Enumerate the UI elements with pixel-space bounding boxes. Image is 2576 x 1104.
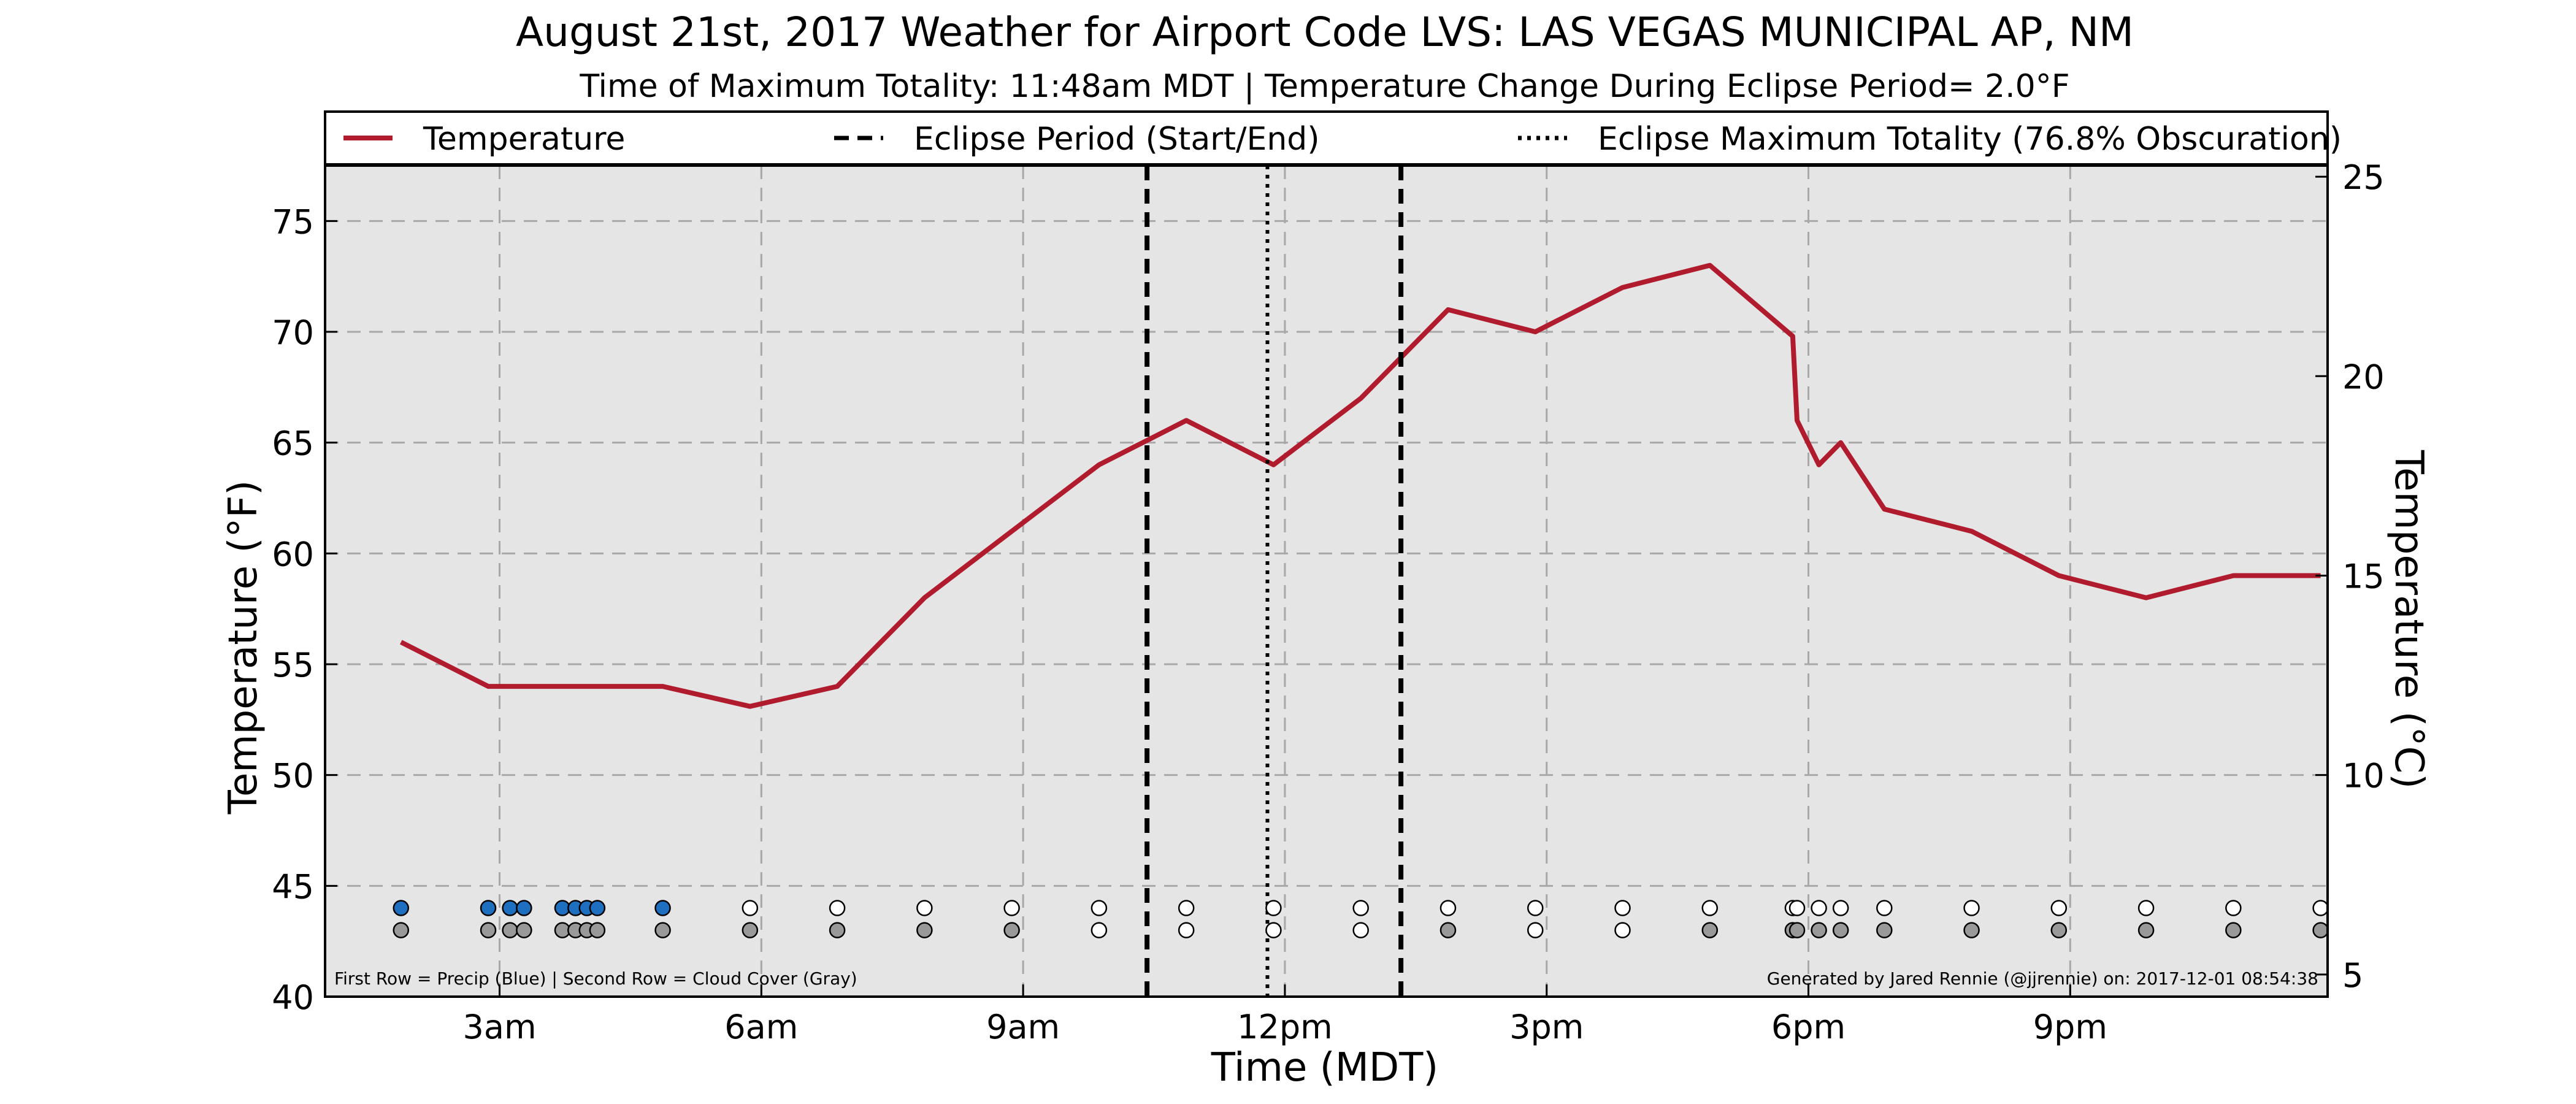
cloud-cover-marker: [742, 922, 759, 938]
y-right-tick-label: 5: [2342, 956, 2363, 995]
cloud-cover-marker: [2225, 922, 2242, 938]
temperature-line: [399, 263, 2321, 709]
precip-marker: [502, 900, 518, 916]
precip-marker: [1265, 900, 1282, 916]
y-tick-label: 50: [272, 757, 314, 795]
precip-marker: [1876, 900, 1893, 916]
plot-area: 40 45 50 55 60 65 70 75 5 10 15 20 25 3am 6am 9am 12pm 3p…: [272, 158, 2384, 1046]
y-right-tick-label: 10: [2342, 757, 2385, 795]
precip-marker: [480, 900, 497, 916]
chart-title: August 21st, 2017 Weather for Airport Co…: [516, 9, 2134, 56]
legend-label: Eclipse Period (Start/End): [914, 121, 1320, 158]
precip-marker: [393, 900, 410, 916]
legend: Temperature Eclipse Period (Start/End) Ecl…: [324, 110, 2342, 166]
precip-marker: [1439, 900, 1457, 916]
cloud-cover-marker: [1178, 922, 1195, 938]
y-tick-label: 45: [272, 867, 314, 906]
y-tick-label: 55: [272, 646, 314, 684]
precip-marker: [1811, 900, 1827, 916]
cloud-cover-marker: [1963, 922, 1980, 938]
cloud-cover-marker: [480, 922, 497, 938]
cloud-cover-marker: [2312, 922, 2329, 938]
cloud-cover-marker: [1439, 922, 1457, 938]
y-axis-label-right: Temperature (°C): [2386, 450, 2431, 789]
y-tick-label: 75: [272, 202, 314, 241]
legend-label: Eclipse Maximum Totality (76.8% Obscurat…: [1598, 121, 2342, 158]
y-right-tick-label: 15: [2342, 557, 2385, 596]
cloud-cover-marker: [1832, 922, 1849, 938]
precip-marker: [2137, 900, 2155, 916]
cloud-cover-marker: [829, 922, 846, 938]
legend-label: Temperature: [423, 121, 625, 158]
legend-box: [324, 110, 2329, 166]
precip-marker: [654, 900, 671, 916]
precip-marker: [1352, 900, 1369, 916]
precip-marker: [916, 900, 933, 916]
y-tick-label: 60: [272, 535, 314, 573]
precip-marker: [2312, 900, 2329, 916]
chart-subtitle: Time of Maximum Totality: 11:48am MDT | …: [579, 68, 2069, 105]
precip-marker: [742, 900, 759, 916]
cloud-cover-marker: [1265, 922, 1282, 938]
y-axis-label-left: Temperature (°F): [221, 480, 266, 815]
cloud-cover-marker: [916, 922, 933, 938]
precip-marker: [1091, 900, 1108, 916]
precip-marker: [1527, 900, 1544, 916]
cloud-cover-marker: [393, 922, 410, 938]
y-tick-label: 40: [272, 978, 314, 1017]
precip-marker: [829, 900, 846, 916]
precip-marker: [1614, 900, 1631, 916]
cloud-cover-marker: [1003, 922, 1020, 938]
cloud-cover-marker: [1352, 922, 1369, 938]
cloud-cover-marker: [1091, 922, 1108, 938]
x-tick-label: 6am: [724, 1008, 798, 1046]
cloud-cover-marker: [1811, 922, 1827, 938]
cloud-cover-marker: [516, 922, 532, 938]
cloud-cover-marker: [1788, 922, 1806, 938]
precip-marker: [1003, 900, 1020, 916]
cloud-cover-marker: [654, 922, 671, 938]
precip-marker: [589, 900, 606, 916]
precip-marker: [2050, 900, 2068, 916]
cloud-cover-marker: [1527, 922, 1544, 938]
x-tick-label: 3pm: [1509, 1008, 1584, 1046]
cloud-cover-marker: [2137, 922, 2155, 938]
x-tick-label: 6pm: [1771, 1008, 1846, 1046]
y-tick-label: 70: [272, 313, 314, 352]
x-tick-label: 12pm: [1237, 1008, 1333, 1046]
y-right-tick-label: 25: [2342, 158, 2385, 197]
cloud-cover-marker: [1614, 922, 1631, 938]
precip-marker: [1178, 900, 1195, 916]
y-right-tick-label: 20: [2342, 358, 2385, 396]
x-tick-label: 9pm: [2033, 1008, 2107, 1046]
footnote-right: Generated by Jared Rennie (@jjrennie) on…: [1767, 968, 2318, 989]
plot-background: [325, 166, 2328, 997]
x-tick-label: 9am: [986, 1008, 1060, 1046]
cloud-cover-marker: [589, 922, 606, 938]
x-tick-label: 3am: [463, 1008, 537, 1046]
cloud-cover-marker: [502, 922, 518, 938]
precip-marker: [516, 900, 532, 916]
precip-marker: [2225, 900, 2242, 916]
precip-marker: [1701, 900, 1719, 916]
x-axis-label: Time (MDT): [1211, 1045, 1439, 1091]
y-tick-label: 65: [272, 424, 314, 463]
cloud-cover-marker: [1876, 922, 1893, 938]
precip-marker: [1963, 900, 1980, 916]
precip-marker: [1788, 900, 1806, 916]
cloud-cover-marker: [1701, 922, 1719, 938]
footnote-left: First Row = Precip (Blue) | Second Row =…: [334, 968, 857, 989]
cloud-cover-marker: [2050, 922, 2068, 938]
precip-marker: [1832, 900, 1849, 916]
